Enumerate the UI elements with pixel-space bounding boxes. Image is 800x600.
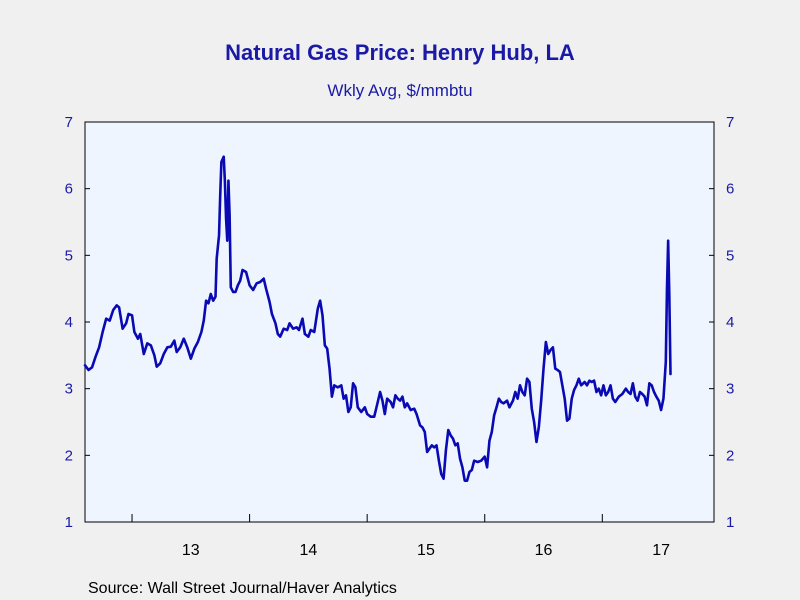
x-axis: 13 14 15 16 17 [131, 514, 670, 559]
x-tick-label: 13 [182, 542, 200, 559]
x-tick-label: 17 [652, 542, 670, 559]
y-tick-label-left: 1 [65, 514, 73, 531]
y-tick-label-right: 6 [726, 181, 734, 198]
y-tick-label-left: 2 [65, 447, 73, 464]
y-tick-label-left: 4 [65, 314, 73, 331]
y-axis-left: 1 2 3 4 5 6 7 [65, 114, 90, 531]
y-tick-label-right: 7 [726, 114, 734, 131]
y-tick-label-right: 4 [726, 314, 734, 331]
y-tick-label-right: 2 [726, 447, 734, 464]
x-tick-label: 15 [417, 542, 435, 559]
source-note: Source: Wall Street Journal/Haver Analyt… [88, 580, 397, 597]
y-tick-label-left: 3 [65, 381, 73, 398]
series-line [83, 155, 672, 482]
y-tick-label-left: 6 [65, 181, 73, 198]
series-layer [83, 155, 672, 482]
x-tick-label: 14 [299, 542, 317, 559]
y-tick-label-left: 7 [65, 114, 73, 131]
chart-title: Natural Gas Price: Henry Hub, LA [225, 40, 575, 65]
x-tick-label: 16 [535, 542, 553, 559]
y-tick-label-right: 3 [726, 381, 734, 398]
y-tick-label-left: 5 [65, 247, 73, 264]
y-tick-label-right: 5 [726, 247, 734, 264]
chart-subtitle: Wkly Avg, $/mmbtu [327, 81, 472, 100]
y-tick-label-right: 1 [726, 514, 734, 531]
plot-area [84, 121, 715, 523]
y-axis-right: 1 2 3 4 5 6 7 [709, 114, 734, 531]
